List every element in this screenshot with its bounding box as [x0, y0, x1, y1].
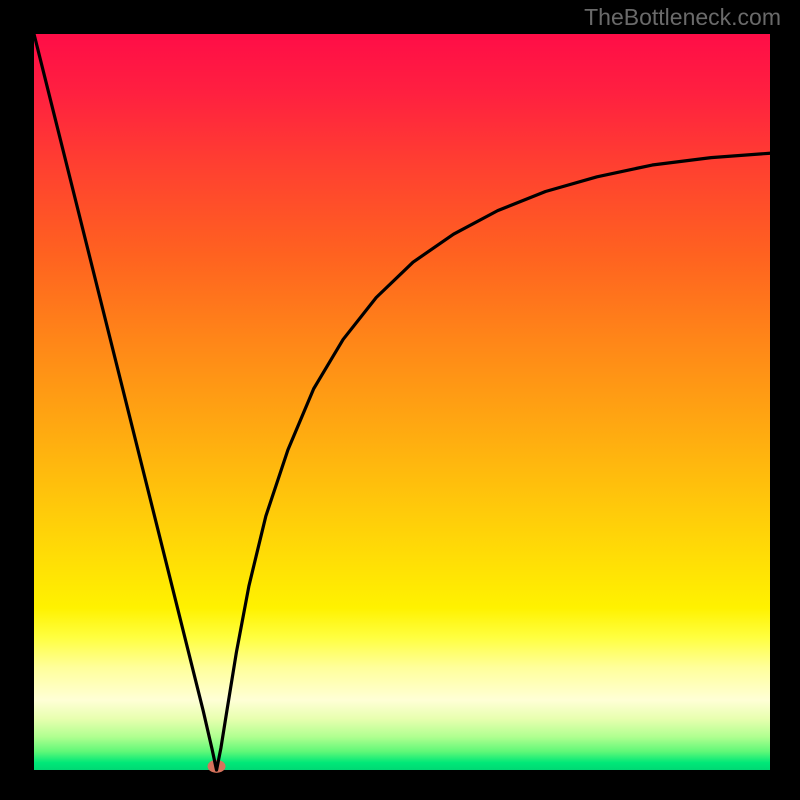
plot-background — [34, 34, 770, 770]
chart-svg — [0, 0, 800, 800]
watermark-text: TheBottleneck.com — [584, 4, 781, 31]
chart-stage: TheBottleneck.com — [0, 0, 800, 800]
